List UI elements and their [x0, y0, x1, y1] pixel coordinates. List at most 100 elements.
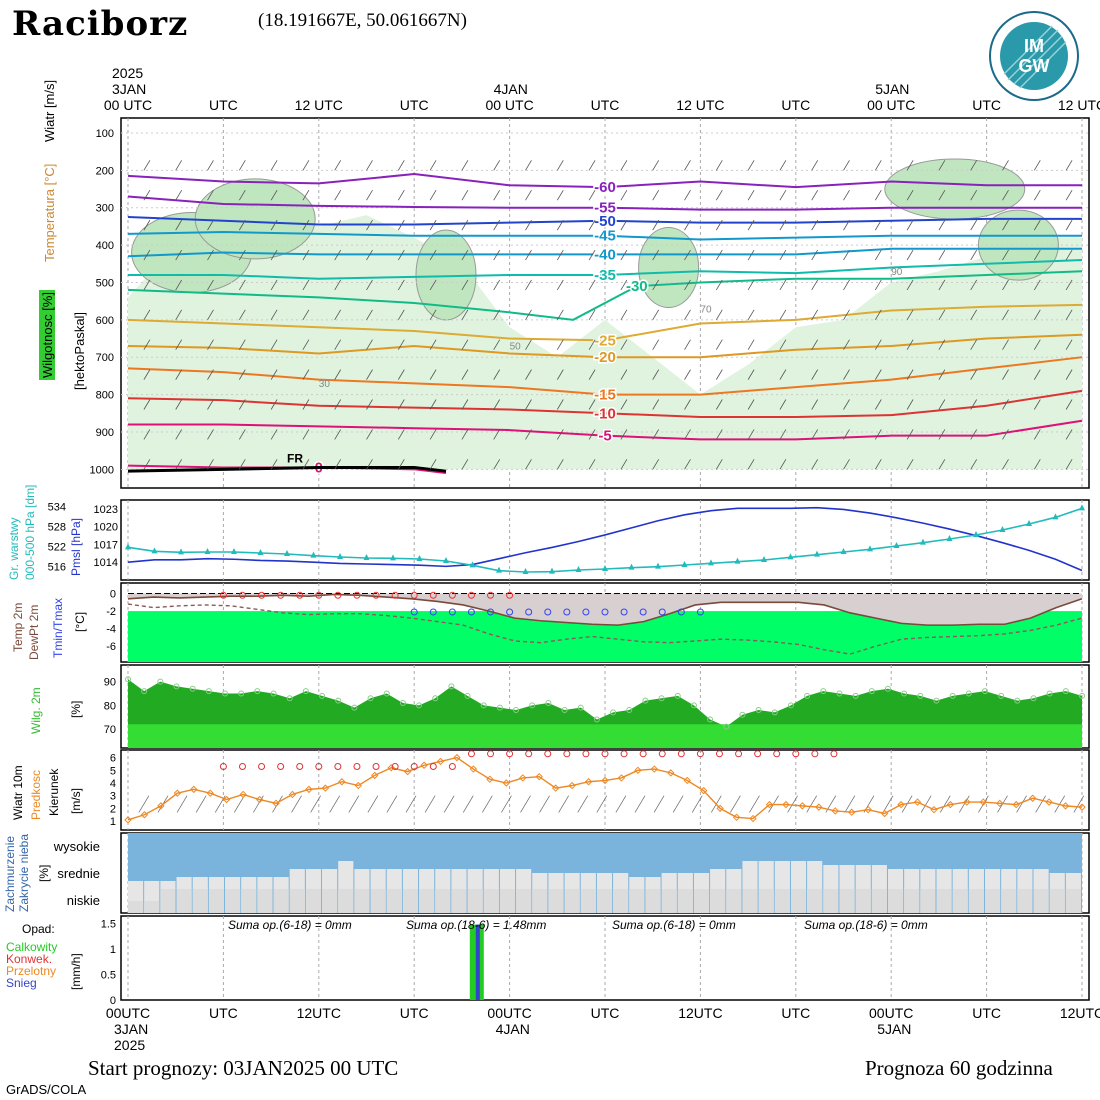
- humidity-point: [1014, 697, 1021, 704]
- wind-barb: [238, 429, 246, 440]
- wind-barb: [366, 279, 373, 291]
- wind-barb: [366, 399, 373, 410]
- wind-speed-point: [239, 790, 247, 799]
- wind-direction-barb: [691, 795, 703, 813]
- humidity-point: [755, 707, 762, 714]
- wind-direction-barb: [462, 795, 474, 813]
- wind-barb: [938, 160, 946, 171]
- wind-barb: [238, 249, 246, 261]
- humidity-point: [1062, 688, 1069, 695]
- tmin-point: [563, 608, 571, 616]
- humidity-point: [690, 702, 697, 709]
- humidity-shading: [128, 207, 1082, 470]
- tmin-point: [696, 608, 704, 616]
- wind-barb: [811, 399, 819, 410]
- wind-barb: [429, 339, 437, 350]
- time-label-bottom: 12UTC: [1060, 1005, 1100, 1021]
- gust-point: [391, 763, 399, 771]
- date-top: 4JAN: [494, 81, 528, 97]
- wind-barb: [588, 459, 596, 470]
- wind-barb: [779, 309, 787, 321]
- wind-speed-point: [1061, 802, 1070, 810]
- wind-barb: [684, 399, 691, 410]
- thickness-point: [363, 554, 370, 560]
- wind-barb: [493, 249, 501, 261]
- wind-barb: [652, 190, 660, 201]
- tmax-point: [219, 591, 227, 599]
- wind-barb: [811, 160, 819, 171]
- cloud-bar-low: [693, 889, 710, 913]
- wind-barb: [843, 279, 850, 291]
- cloud-level-label: wysokie: [53, 839, 100, 854]
- isotherm-line: [127, 389, 1083, 418]
- wind-barb: [461, 279, 469, 291]
- tmax-point: [467, 591, 475, 599]
- tmin-point: [410, 608, 418, 616]
- wind-barb: [906, 190, 914, 201]
- wind-barb: [334, 219, 342, 231]
- gust-point: [353, 763, 361, 771]
- cloud-bar-low: [904, 889, 920, 913]
- wind-speed-point: [157, 802, 165, 810]
- isotherm-label: -60: [594, 179, 616, 196]
- wind-barb: [843, 369, 850, 380]
- thickness-point: [257, 549, 264, 555]
- wind-barb: [1065, 399, 1073, 410]
- wind-direction-barb: [520, 795, 531, 813]
- wind-barb: [1065, 369, 1073, 380]
- thickness-point: [1052, 513, 1059, 520]
- wind-barb: [270, 249, 278, 261]
- wind-speed-point: [222, 795, 231, 804]
- date-bottom: 4JAN: [496, 1021, 530, 1037]
- wind-barb: [1065, 309, 1073, 321]
- pressure-axis-label: [hektoPaskal]: [72, 312, 87, 390]
- gust-point: [487, 750, 495, 758]
- wind-tick: 2: [110, 803, 116, 815]
- humidity-point: [432, 695, 439, 702]
- humidity-point: [642, 697, 649, 704]
- cloud-bar-low: [984, 889, 1001, 913]
- wind-barb: [970, 279, 978, 291]
- wind-barb: [684, 459, 691, 470]
- wind-barb: [906, 339, 914, 350]
- wind-direction-barb: [558, 795, 569, 813]
- logo-text-top: IM: [1024, 36, 1044, 56]
- wind-barb: [874, 399, 882, 410]
- thickness-point: [231, 548, 237, 554]
- humidity-point: [707, 716, 714, 723]
- wind-barb: [302, 339, 310, 350]
- humidity-tick: 90: [104, 677, 116, 689]
- wind-direction-barb: [539, 795, 550, 813]
- humidity-point: [868, 688, 875, 695]
- wind-barb: [1065, 160, 1073, 171]
- wind-barb: [143, 279, 151, 291]
- wind-barb: [715, 339, 723, 350]
- zakrycie-label: Zakrycie nieba: [17, 834, 31, 912]
- wind-tick: 1: [110, 816, 116, 828]
- wind-barb: [366, 249, 373, 261]
- tmin-point: [658, 608, 666, 616]
- cloud-bar-low: [305, 889, 322, 913]
- tmax-point: [315, 591, 323, 599]
- time-label-bottom: 00UTC: [869, 1005, 913, 1021]
- humidity-point: [141, 688, 148, 695]
- gust-point: [735, 750, 743, 758]
- wind-barb: [970, 160, 978, 171]
- wind-barb: [620, 160, 628, 171]
- wind-direction-barb: [653, 795, 665, 813]
- wind-barb: [843, 459, 850, 470]
- humidity-contour-label: 90: [891, 267, 903, 278]
- wind-barb: [843, 309, 850, 321]
- time-label-top: UTC: [781, 97, 810, 113]
- thickness-point: [549, 567, 555, 574]
- wind-speed-point: [716, 804, 724, 813]
- temp-tick: -6: [106, 641, 116, 653]
- thickness-point: [814, 550, 820, 557]
- cloud-bar-low: [532, 889, 548, 913]
- wind-barb: [334, 279, 342, 291]
- time-label-bottom: UTC: [400, 1005, 429, 1021]
- humidity-point: [1046, 690, 1053, 697]
- wind-speed-point: [387, 764, 395, 772]
- pressure-tick-label: 600: [96, 315, 114, 327]
- wind-speed-point: [617, 774, 626, 782]
